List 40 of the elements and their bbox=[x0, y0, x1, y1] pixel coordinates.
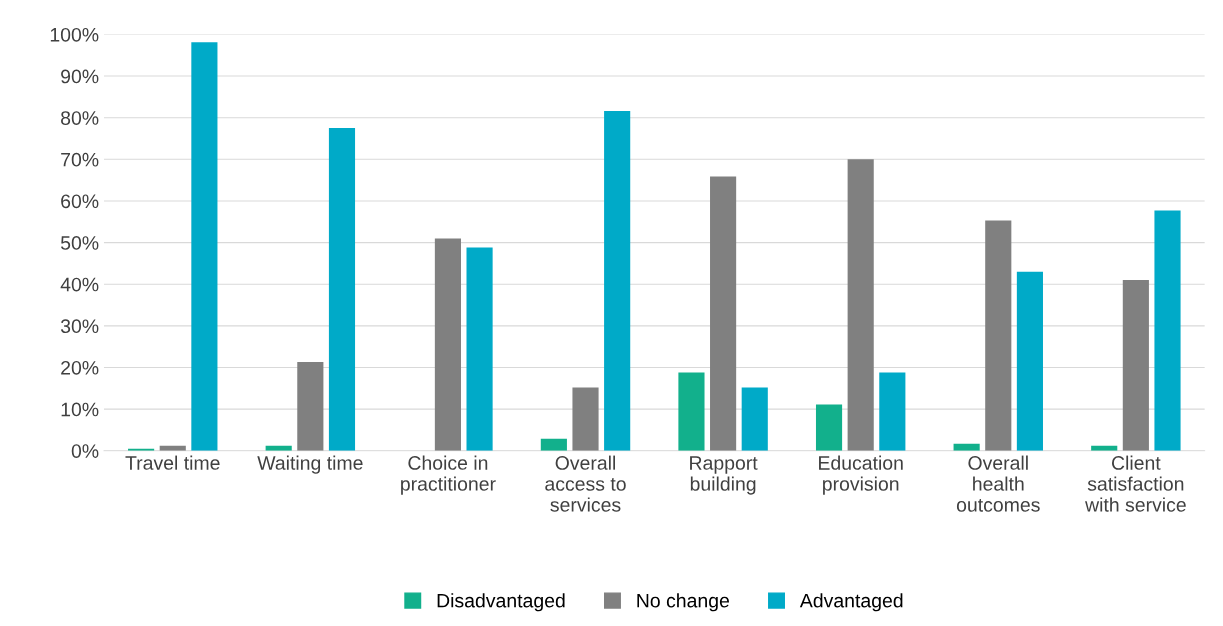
x-tick-label: Overall access to services bbox=[545, 455, 626, 512]
x-tick-label: Travel time bbox=[125, 455, 220, 470]
legend-label: Advantaged bbox=[799, 593, 903, 612]
x-tick-label: Waiting time bbox=[257, 455, 363, 474]
bar bbox=[604, 111, 631, 451]
legend-label: No change bbox=[637, 593, 729, 612]
bar bbox=[1016, 271, 1043, 451]
bar bbox=[328, 128, 356, 451]
bar bbox=[191, 42, 218, 451]
y-tick-label: 0% bbox=[71, 444, 99, 458]
bar bbox=[572, 387, 599, 451]
y-tick-label: 70% bbox=[61, 152, 99, 167]
bar bbox=[985, 220, 1012, 451]
y-tick-label: 80% bbox=[61, 111, 99, 125]
bar bbox=[297, 362, 324, 451]
y-tick-label: 30% bbox=[60, 319, 99, 334]
x-tick-label: Client satisfaction with service bbox=[1085, 455, 1186, 512]
bar bbox=[847, 159, 874, 451]
bar bbox=[466, 247, 493, 451]
x-tick-label: Rapport building bbox=[690, 456, 758, 495]
x-tick-label: Overall health outcomes bbox=[956, 455, 1040, 512]
y-tick-label: 90% bbox=[61, 69, 99, 84]
legend-label: Disadvantaged bbox=[437, 593, 565, 612]
bar bbox=[815, 404, 843, 451]
bar bbox=[434, 238, 461, 451]
x-tick-label: Education provision bbox=[819, 455, 903, 495]
y-tick-label: 50% bbox=[60, 236, 99, 250]
bar bbox=[1122, 280, 1149, 451]
bar bbox=[540, 438, 567, 451]
bar bbox=[678, 372, 705, 451]
y-tick-label: 40% bbox=[60, 277, 99, 292]
bar bbox=[879, 372, 906, 451]
bar bbox=[710, 176, 737, 451]
y-tick-label: 100% bbox=[50, 27, 99, 42]
bar bbox=[741, 387, 768, 451]
bar bbox=[1154, 210, 1181, 451]
x-tick-label: Choice in practitioner bbox=[401, 455, 496, 495]
y-tick-label: 10% bbox=[61, 402, 99, 417]
y-tick-label: 60% bbox=[61, 194, 99, 209]
y-tick-label: 20% bbox=[61, 360, 99, 375]
